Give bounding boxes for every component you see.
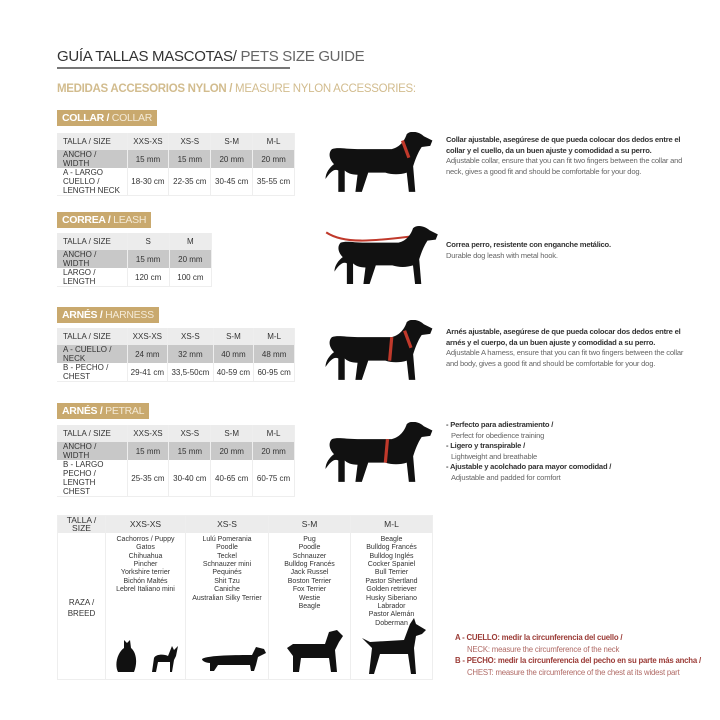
table-row: TALLA / SIZE S M [57, 233, 213, 250]
breed-item: Pequinés [212, 569, 242, 577]
harness-table: TALLA / SIZE XXS-XS XS-S S-M M-L A - CUELLO … [57, 328, 295, 382]
collar-table: TALLA / SIZE XXS-XS XS-S S-M M-L ANCHO / WID… [57, 133, 295, 196]
doberman-icon [362, 618, 426, 674]
breed-item: Pastor Alemán [368, 611, 415, 619]
table-row: A - LARGO CUELLO / LENGTH NECK 18-30 cm 22… [57, 168, 295, 196]
breed-item: Beagle [380, 535, 403, 543]
breed-item: Lebrel Italiano mini [116, 586, 175, 594]
breed-item: Cachorros / Puppy [116, 535, 175, 543]
dog-harness-icon [325, 320, 433, 380]
breed-item: Westie [298, 594, 321, 602]
dachshund-icon [202, 647, 266, 671]
breed-item: Bulldog Inglés [369, 552, 414, 560]
table-row: A - CUELLO / NECK 24 mm 32 mm 40 mm 48 mm [57, 345, 295, 363]
breed-item: Bulldog Francés [366, 544, 417, 552]
breed-item: Jack Russel [290, 569, 329, 577]
petral-badge: ARNÉS / PETRAL [57, 403, 150, 419]
breed-list-m-l: Beagle Bulldog Francés Bulldog Inglés Cocke… [350, 532, 433, 680]
section-subtitle: MEDIDAS ACCESORIOS NYLON / MEASURE NYLON… [57, 83, 416, 95]
harness-description: Arnés ajustable, asegúrese de que pueda … [446, 327, 684, 368]
breed-item: Schnauzer [292, 552, 327, 560]
breed-item: Shit Tzu [214, 577, 240, 585]
table-row: LARGO / LENGTH 120 cm 100 cm [57, 268, 213, 287]
breed-item: Cocker Spaniel [367, 561, 416, 569]
table-row: TALLA / SIZE XXS-XS XS-S S-M M-L [57, 425, 295, 442]
dog-petral-icon [325, 422, 433, 482]
harness-badge: ARNÉS / HARNESS [57, 307, 159, 323]
breed-item: Poodle [216, 544, 238, 552]
breed-item: Schnauzer mini [202, 561, 252, 569]
breed-item: Golden retriever [366, 586, 417, 594]
table-row: B - LARGO PECHO / LENGTH CHEST 25-35 cm 30… [57, 460, 295, 497]
table-row: ANCHO / WIDTH 15 mm 15 mm 20 mm 20 mm [57, 150, 295, 168]
breed-item: Pincher [133, 561, 158, 569]
breed-item: Caniche [214, 586, 240, 594]
page-title: GUÍA TALLAS MASCOTAS/ PETS SIZE GUIDE [57, 48, 365, 69]
breed-item: Husky Siberiano [366, 594, 417, 602]
table-row: B - PECHO / CHEST 29-41 cm 33,5-50cm 40-59 … [57, 363, 295, 382]
table-row: ANCHO / WIDTH 15 mm 15 mm 20 mm 20 mm [57, 442, 295, 460]
breed-item: Bull Terrier [374, 569, 409, 577]
schnauzer-icon [287, 630, 343, 672]
breed-item: Boston Terrier [287, 577, 332, 585]
measurement-notes: A - CUELLO: medir la circunferencia del … [455, 633, 701, 677]
table-row: TALLA / SIZE XXS-XS XS-S S-M M-L [57, 133, 295, 150]
petral-features: - Perfecto para adiestramiento / Perfect … [446, 420, 612, 482]
leash-table: TALLA / SIZE S M ANCHO / WIDTH 15 mm 20 mm L… [57, 233, 213, 287]
breed-item: Fox Terrier [292, 586, 327, 594]
breed-item: Bichón Maltés [123, 577, 168, 585]
breed-item: Bulldog Francés [284, 561, 335, 569]
collar-description: Collar ajustable, asegúrese de que pueda… [446, 135, 683, 176]
table-row: ANCHO / WIDTH 15 mm 20 mm [57, 250, 213, 268]
breed-item: Labrador [377, 603, 406, 611]
breed-item: Gatos [136, 544, 155, 552]
collar-badge: COLLAR / COLLAR [57, 110, 158, 126]
breed-item: Poodle [298, 544, 321, 552]
breed-item: Pug [303, 535, 316, 543]
breed-item: Doberman [375, 619, 408, 627]
cat-and-small-dog-icon [116, 640, 178, 672]
breed-item: Pastor Shertland [365, 577, 418, 585]
breed-item: Yorkshire terrier [120, 569, 171, 577]
leash-description: Correa perro, resistente con enganche me… [446, 240, 611, 260]
breed-item: Teckel [217, 552, 237, 560]
breed-item: Beagle [298, 603, 321, 611]
table-row: TALLA / SIZE XXS-XS XS-S S-M M-L [57, 328, 295, 345]
breed-label: RAZA / BREED [57, 532, 106, 680]
dog-collar-icon [325, 132, 433, 192]
breed-item: Australian Silky Terrier [192, 594, 262, 602]
table-row: TALLA / SIZE XXS-XS XS-S S-M M-L [57, 515, 433, 533]
leash-badge: CORREA / LEASH [57, 212, 152, 228]
breed-item: Lulú Pomerania [202, 535, 252, 543]
breed-item: Chihuahua [128, 552, 163, 560]
petral-table: TALLA / SIZE XXS-XS XS-S S-M M-L ANCHO / WID… [57, 425, 295, 497]
dog-leash-icon [325, 225, 438, 284]
